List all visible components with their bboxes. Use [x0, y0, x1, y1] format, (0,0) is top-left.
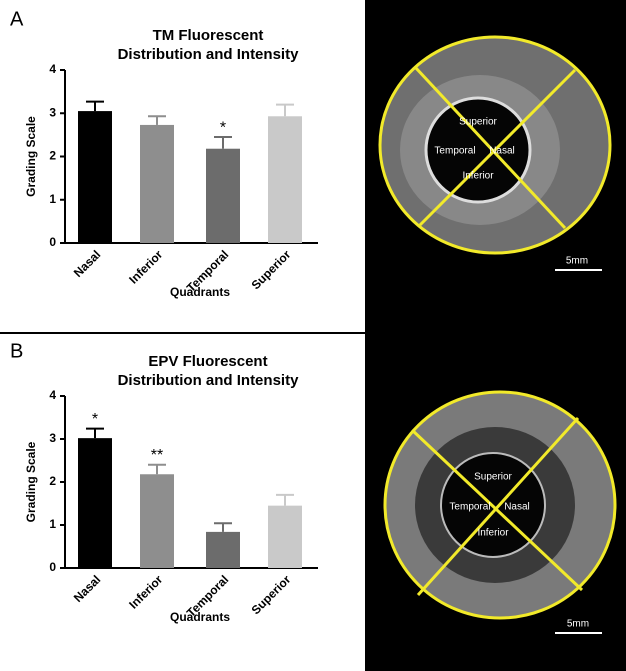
- significance-label: **: [151, 447, 163, 464]
- x-tick-label: Nasal: [71, 572, 104, 605]
- bar: [206, 148, 240, 243]
- divider: [418, 68, 577, 227]
- quadrant-label: Temporal: [434, 146, 475, 157]
- quadrant-label: Temporal: [449, 502, 490, 513]
- significance-label: *: [92, 411, 98, 428]
- scale-bar-label: 5mm: [567, 619, 589, 630]
- y-axis-label: Grading Scale: [24, 441, 38, 522]
- quadrant-label: Superior: [474, 472, 512, 483]
- scale-bar-label: 5mm: [566, 256, 588, 267]
- chart-title: EPV Fluorescent: [148, 353, 267, 370]
- quadrant-label: Inferior: [462, 171, 494, 182]
- y-tick-label: 4: [49, 388, 56, 402]
- panel-label: A: [10, 8, 24, 30]
- quadrant-label: Nasal: [504, 502, 530, 513]
- lens: [424, 96, 532, 204]
- chart-title: TM Fluorescent: [153, 27, 264, 44]
- bar: [78, 111, 112, 244]
- x-tick-label: Superior: [249, 572, 294, 617]
- bar: [206, 531, 240, 568]
- x-tick-label: Inferior: [126, 247, 165, 286]
- y-tick-label: 2: [49, 149, 56, 163]
- panel-label: B: [10, 340, 23, 362]
- image-a: [378, 35, 612, 271]
- y-axis-label: Grading Scale: [24, 116, 38, 197]
- divider: [413, 65, 567, 230]
- bar: [140, 474, 174, 568]
- bar: [140, 124, 174, 243]
- y-tick-label: 1: [49, 517, 56, 531]
- y-tick-label: 2: [49, 474, 56, 488]
- x-tick-label: Superior: [249, 247, 294, 292]
- chart-title: Distribution and Intensity: [118, 372, 299, 389]
- quadrant-label: Nasal: [489, 146, 515, 157]
- quadrant-label: Inferior: [477, 528, 509, 539]
- image-b: [383, 390, 617, 634]
- bar: [78, 438, 112, 568]
- divider: [410, 428, 584, 592]
- x-axis-label: Quadrants: [170, 610, 230, 624]
- bar: [268, 505, 302, 568]
- divider: [416, 416, 580, 597]
- x-axis-label: Quadrants: [170, 285, 230, 299]
- chart-title: Distribution and Intensity: [118, 46, 299, 63]
- outline: [378, 35, 612, 255]
- y-tick-label: 1: [49, 192, 56, 206]
- y-tick-label: 0: [49, 560, 56, 574]
- outline: [383, 390, 617, 620]
- bar: [268, 116, 302, 243]
- x-tick-label: Inferior: [126, 572, 165, 611]
- x-tick-label: Nasal: [71, 247, 104, 280]
- significance-label: *: [220, 119, 226, 136]
- y-tick-label: 3: [49, 105, 56, 119]
- y-tick-label: 0: [49, 235, 56, 249]
- y-tick-label: 4: [49, 62, 56, 76]
- y-tick-label: 3: [49, 431, 56, 445]
- quadrant-label: Superior: [459, 117, 497, 128]
